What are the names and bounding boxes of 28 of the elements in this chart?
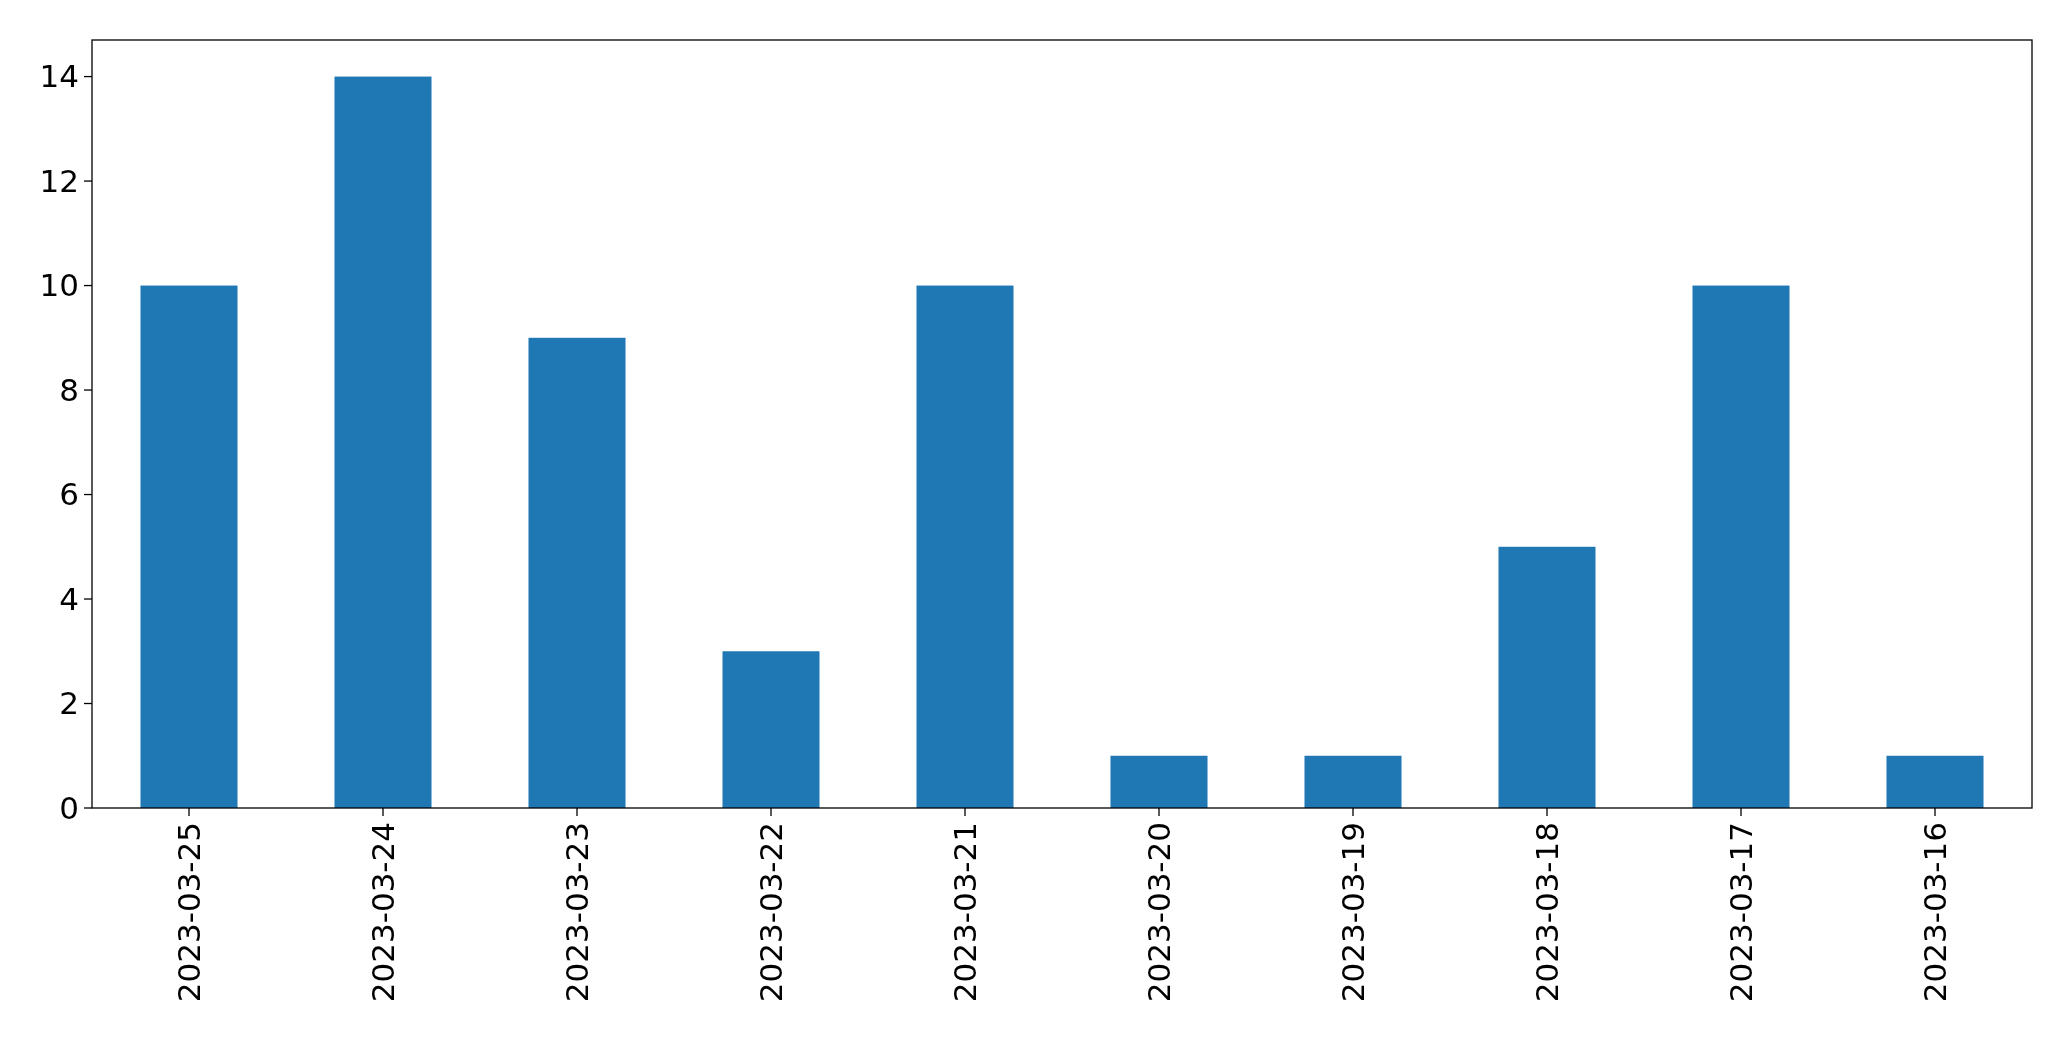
- bar: [1498, 546, 1596, 808]
- x-tick-label: 2023-03-16: [1916, 822, 1953, 1003]
- bar: [1692, 285, 1790, 808]
- bar: [916, 285, 1014, 808]
- x-tick-label: 2023-03-22: [752, 822, 789, 1003]
- y-tick-label: 12: [39, 162, 79, 199]
- x-tick-label: 2023-03-21: [946, 822, 983, 1003]
- y-tick-label: 2: [59, 685, 79, 722]
- y-tick-label: 8: [59, 371, 79, 408]
- x-tick-label: 2023-03-23: [558, 822, 595, 1003]
- x-tick-label: 2023-03-20: [1140, 822, 1177, 1003]
- y-tick-label: 6: [59, 476, 79, 513]
- x-tick-label: 2023-03-25: [170, 822, 207, 1003]
- y-tick-label: 14: [39, 58, 79, 95]
- bar: [334, 76, 432, 808]
- x-tick-label: 2023-03-19: [1334, 822, 1371, 1003]
- x-tick-label: 2023-03-18: [1528, 822, 1565, 1003]
- bar: [722, 651, 820, 808]
- x-tick-label: 2023-03-24: [364, 822, 401, 1003]
- bar: [1110, 755, 1208, 808]
- bar: [140, 285, 238, 808]
- x-tick-label: 2023-03-17: [1722, 822, 1759, 1003]
- y-tick-label: 0: [59, 789, 79, 826]
- bar: [528, 337, 626, 808]
- bar: [1304, 755, 1402, 808]
- y-tick-label: 4: [59, 580, 79, 617]
- bar: [1886, 755, 1984, 808]
- y-tick-label: 10: [39, 267, 79, 304]
